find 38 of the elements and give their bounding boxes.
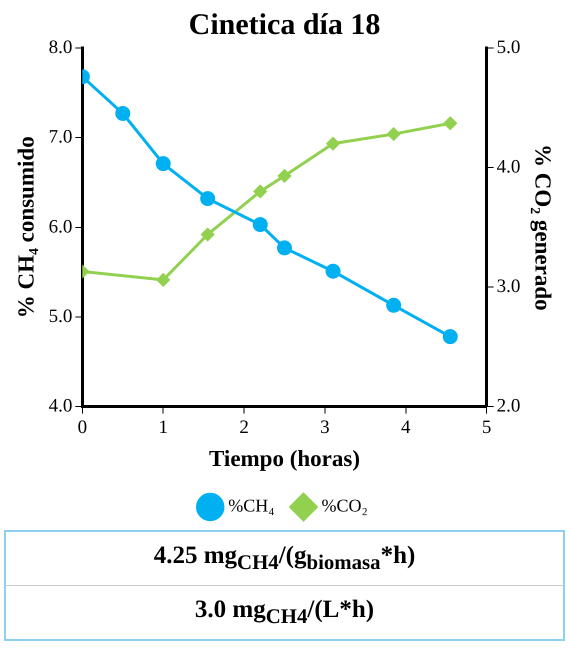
point [386, 298, 402, 313]
point [278, 169, 291, 182]
x-tick-label: 2 [239, 416, 249, 438]
legend-label: %CH₄ [228, 496, 275, 516]
x-tick-label: 0 [78, 416, 88, 438]
x-axis-title: Tiempo (horas) [209, 446, 360, 472]
x-tick-label: 3 [320, 416, 330, 438]
point [387, 128, 400, 141]
point [277, 240, 292, 256]
y2-axis-title: % CO₂ generado [529, 144, 556, 311]
point [115, 106, 130, 121]
point [156, 273, 170, 286]
y2-tick-label: 3.0 [496, 276, 520, 298]
point [326, 137, 340, 150]
chart-title: Cinetica día 18 [188, 8, 380, 41]
text: 4.25 mg$_{CH4}$/(g$_{biomasa}$*h) [152, 541, 416, 576]
y-axis-title: % CH₄ consumido [14, 136, 39, 318]
y2-tick-label: 4.0 [496, 156, 520, 178]
point [254, 184, 267, 198]
y-tick-label: 7.0 [48, 126, 72, 148]
x-tick-label: 5 [482, 416, 492, 438]
point [156, 156, 171, 172]
y2-tick-label: 2.0 [496, 396, 520, 417]
y-tick-label: 5.0 [48, 306, 72, 327]
point [201, 228, 214, 241]
y-tick-label: 4.0 [48, 396, 72, 417]
point [326, 264, 341, 279]
text: 3.0 mg$_{CH4}$/(L*h) [6, 585, 563, 639]
point [442, 329, 458, 344]
y-tick-label: 6.0 [48, 216, 72, 238]
point [200, 191, 216, 206]
legend-label: %CO₂ [322, 496, 368, 516]
x-tick-label: 4 [401, 416, 412, 438]
point [252, 217, 268, 232]
y-tick-label: 8.0 [48, 36, 72, 58]
x-tick-label: 1 [158, 416, 168, 438]
point [444, 116, 457, 130]
y2-tick-label: 5.0 [496, 36, 520, 58]
